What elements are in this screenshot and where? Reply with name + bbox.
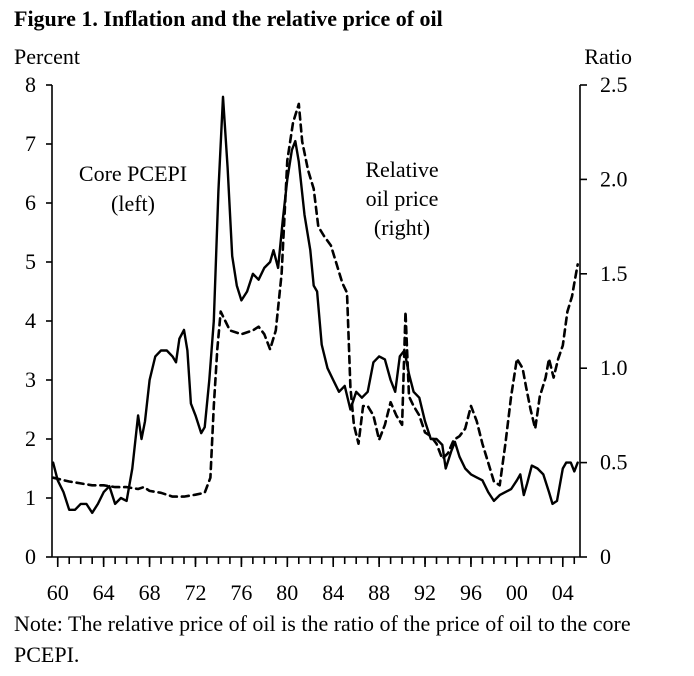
left-y-tick-label: 2 <box>25 426 36 451</box>
left-y-tick-label: 3 <box>25 367 36 392</box>
left-y-tick-label: 0 <box>25 544 36 569</box>
series-layer <box>51 95 579 514</box>
annotation-oil-price-line-3: (right) <box>374 215 430 240</box>
x-tick-label: 00 <box>506 580 528 605</box>
x-tick-label: 68 <box>139 580 161 605</box>
annotation-core-pcepi-line-2: (left) <box>111 191 155 216</box>
annotations: Core PCEPI (left) Relative oil price (ri… <box>79 157 439 240</box>
x-tick-label: 76 <box>230 580 252 605</box>
x-tick-label: 96 <box>460 580 482 605</box>
x-tick-label: 04 <box>552 580 574 605</box>
x-tick-label: 84 <box>322 580 344 605</box>
annotation-oil-price-line-2: oil price <box>366 186 439 211</box>
x-tick-label: 72 <box>184 580 206 605</box>
annotation-oil-price-line-1: Relative <box>365 157 438 182</box>
left-y-tick-label: 5 <box>25 249 36 274</box>
annotation-core-pcepi-line-1: Core PCEPI <box>79 161 187 186</box>
x-tick-label: 64 <box>93 580 115 605</box>
left-y-tick-label: 7 <box>25 131 36 156</box>
right-y-tick-label: 2.5 <box>600 72 628 97</box>
figure-note: Note: The relative price of oil is the r… <box>14 611 631 667</box>
left-y-tick-label: 8 <box>25 72 36 97</box>
core-pcepi-inflation-line <box>51 95 579 514</box>
right-y-tick-label: 1.5 <box>600 261 628 286</box>
left-y-tick-label: 4 <box>25 308 36 333</box>
chart-title: Figure 1. Inflation and the relative pri… <box>14 6 443 31</box>
relative-oil-price-line <box>51 102 579 498</box>
right-y-tick-label: 0 <box>600 544 611 569</box>
x-tick-label: 88 <box>368 580 390 605</box>
left-y-tick-label: 6 <box>25 190 36 215</box>
right-y-tick-label: 1.0 <box>600 355 628 380</box>
right-y-tick-label: 2.0 <box>600 166 628 191</box>
right-axis-unit-label: Ratio <box>584 44 632 69</box>
x-tick-label: 60 <box>47 580 69 605</box>
x-tick-label: 80 <box>276 580 298 605</box>
left-axis-unit-label: Percent <box>14 44 80 69</box>
x-tick-label: 92 <box>414 580 436 605</box>
right-y-tick-label: 0.5 <box>600 450 628 475</box>
left-y-tick-label: 1 <box>25 485 36 510</box>
